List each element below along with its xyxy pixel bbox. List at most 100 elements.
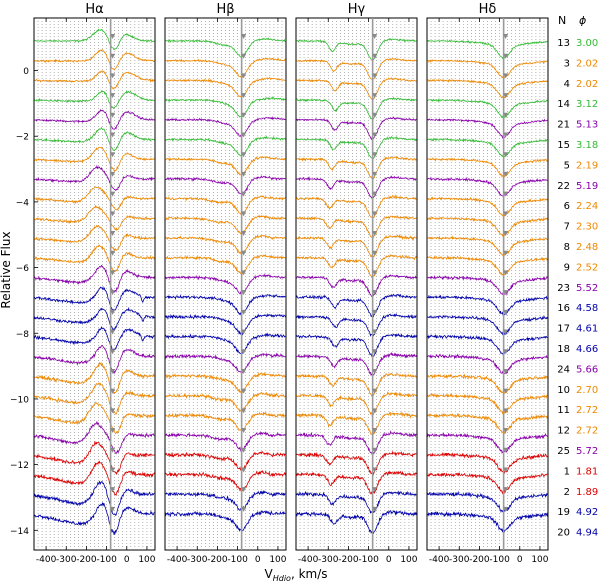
spectrum-line [165, 253, 286, 275]
spectrum-line [296, 214, 417, 239]
table-phase-value: 4.66 [576, 344, 598, 355]
panel-hbeta: Hβ -400 -300 -200 -100 0 100 [164, 2, 287, 565]
spectrum-line [427, 392, 548, 416]
table-n-value: 16 [557, 303, 570, 314]
x-axis-label-main: V [265, 567, 274, 581]
spectrum-line [34, 441, 155, 476]
spectrum-line [165, 391, 286, 413]
table-n-value: 10 [557, 385, 570, 396]
spectrum-line [34, 285, 155, 312]
arrow-marker [241, 191, 247, 197]
spectrum-line [296, 194, 417, 219]
arrow-marker [372, 368, 378, 374]
arrow-marker [372, 33, 378, 39]
spectrum-line [165, 451, 286, 472]
arrow-marker [241, 447, 247, 453]
table-n-value: 8 [564, 242, 570, 253]
table-n-value: 14 [557, 99, 570, 110]
spectrum-line [165, 430, 286, 453]
spectrum-line [296, 510, 417, 535]
x-tick-label: -100 [96, 555, 117, 565]
arrow-marker [241, 388, 247, 394]
spectrum-line [427, 472, 548, 495]
x-tick-label: -200 [207, 555, 228, 565]
x-tick-label: -400 [36, 555, 57, 565]
arrow-marker [503, 270, 509, 276]
spectrum-line [165, 116, 286, 138]
x-tick-label: -100 [358, 555, 379, 565]
arrow-marker [503, 408, 509, 414]
spectrum-line [427, 294, 548, 316]
x-tick-label: -300 [318, 555, 339, 565]
spectrum-line [427, 432, 548, 454]
panels-layer: Hα-400 -300 -200 -100 0 1000−2−4−6−8−10−12−14… [10, 2, 549, 565]
spectrum-line [427, 216, 548, 238]
spectrum-line [34, 460, 155, 497]
table-n-value: 20 [557, 528, 570, 539]
arrow-marker [241, 329, 247, 335]
arrow-marker [372, 349, 378, 355]
spectrum-line [296, 135, 417, 160]
spectrum-line [427, 511, 548, 534]
table-n-value: 25 [557, 446, 570, 457]
x-tick-label: -100 [227, 555, 248, 565]
y-tick-label: −10 [10, 395, 29, 405]
x-tick-label: 0 [255, 555, 261, 565]
table-n-value: 9 [564, 262, 570, 273]
arrow-marker [372, 93, 378, 99]
x-tick-label: 100 [400, 555, 417, 565]
arrow-marker [372, 388, 378, 394]
arrow-marker [372, 211, 378, 217]
arrow-marker [241, 112, 247, 118]
spectrum-line [427, 118, 548, 140]
table-n-value: 11 [557, 405, 570, 416]
table-phase-value: 3.12 [576, 99, 598, 110]
table-n-value: 18 [557, 344, 570, 355]
spectrum-line [34, 264, 155, 293]
table-phase-value: 5.52 [576, 283, 598, 294]
arrow-marker [241, 211, 247, 217]
arrow-marker [110, 132, 116, 138]
x-axis-label-unit: , km/s [291, 567, 328, 581]
spectrum-line [165, 96, 286, 118]
spectrum-line [296, 293, 417, 318]
x-tick-label: -300 [56, 555, 77, 565]
table-n-value: 24 [557, 364, 570, 375]
panel-hgamma: Hγ -400 -300 -200 -100 0 100 [295, 2, 418, 565]
spectrum-line [296, 38, 417, 61]
spectrum-line [165, 175, 286, 196]
x-axis-label: VHdio, km/s [265, 567, 328, 583]
table-phase-value: 1.89 [576, 487, 598, 498]
table-phase-value: 2.48 [576, 242, 598, 253]
arrow-marker [372, 171, 378, 177]
arrow-marker [503, 250, 509, 256]
arrow-marker [241, 408, 247, 414]
panel-halpha: Hα -400 -300 -200 -100 0 100 0 −2 −4 −6 −8 −10 −12 −14 [10, 2, 156, 565]
spectrum-line [34, 361, 155, 395]
arrow-marker [110, 211, 116, 217]
spectrum-line [427, 59, 548, 79]
arrow-marker [110, 467, 116, 473]
spectrum-line [34, 382, 155, 415]
spectrum-line [165, 195, 286, 216]
arrow-marker [110, 428, 116, 434]
spectrum-line [296, 490, 417, 514]
arrow-marker [503, 428, 509, 434]
arrow-marker [372, 467, 378, 473]
spectrum-line [165, 135, 286, 157]
arrow-marker [372, 112, 378, 118]
spectrum-line [427, 353, 548, 375]
arrow-marker [503, 349, 509, 355]
spectrum-line [296, 450, 417, 476]
spectrum-line [34, 502, 155, 535]
table-n-value: 3 [564, 58, 570, 69]
table-n-value: 2 [564, 487, 570, 498]
arrow-marker [110, 93, 116, 99]
x-tick-label: -200 [469, 555, 490, 565]
arrow-marker [110, 73, 116, 79]
arrow-marker [110, 112, 116, 118]
arrow-marker [241, 428, 247, 434]
spectrum-line [296, 372, 417, 397]
y-tick-label: −2 [16, 133, 29, 143]
table-phase-value: 2.52 [576, 262, 598, 273]
